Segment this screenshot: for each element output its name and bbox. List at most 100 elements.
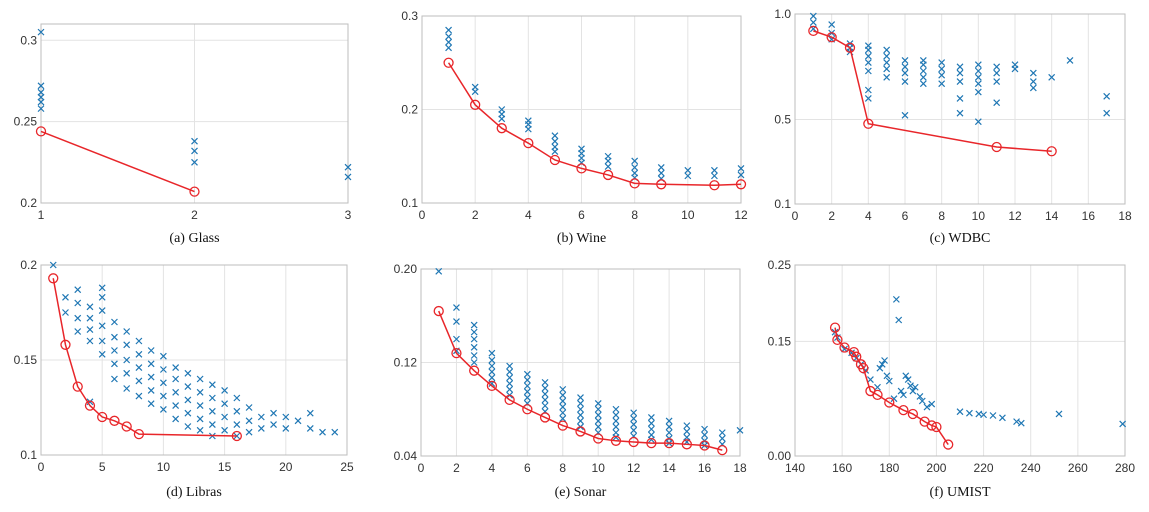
scatter-point	[488, 362, 496, 370]
chart-panel-4: 0 5 10 15 20 25 0.1 0.15 0.2 (d) Libras	[14, 258, 354, 500]
scatter-point	[208, 394, 216, 402]
scatter-point	[221, 386, 229, 394]
scatter-point	[471, 88, 479, 96]
scatter-point	[74, 328, 82, 335]
x-tick-label: 14	[1045, 209, 1059, 223]
scatter-point	[111, 347, 118, 354]
x-tick-label: 0	[792, 209, 799, 223]
scatter-point	[864, 86, 872, 94]
front-point	[539, 412, 551, 423]
front-point	[35, 126, 47, 137]
chart-panel-2: 0 2 4 6 8 10 12 0.1 0.2 0.3 (b) Wine	[401, 9, 748, 246]
front-point	[469, 365, 480, 376]
front-point	[496, 123, 507, 134]
scatter-point	[701, 425, 708, 433]
x-tick-label: 2	[828, 209, 835, 223]
scatter-point	[470, 321, 478, 329]
x-tick-label: 5	[99, 460, 106, 474]
scatter-point	[159, 405, 167, 413]
x-tick-label: 16	[698, 461, 712, 475]
scatter-point	[864, 46, 872, 54]
scatter-point	[897, 387, 905, 395]
scatter-point	[233, 407, 241, 415]
scatter-point	[233, 421, 241, 429]
scatter-point	[184, 396, 192, 404]
front-line	[813, 30, 1052, 152]
front-point	[72, 381, 83, 392]
scatter-point	[974, 67, 982, 75]
x-tick-label: 2	[472, 208, 479, 222]
scatter-point	[809, 12, 817, 20]
scatter-point	[551, 148, 559, 155]
scatter-point	[980, 411, 987, 419]
scatter-point	[453, 335, 460, 343]
front-point	[709, 180, 720, 191]
scatter-point	[470, 328, 478, 336]
scatter-point	[665, 429, 673, 437]
scatter-point	[184, 369, 192, 377]
scatter-point	[900, 391, 907, 399]
scatter-point	[909, 387, 917, 395]
scatter-point	[989, 412, 997, 419]
scatter-point	[956, 63, 964, 71]
scatter-point	[665, 417, 673, 425]
plot-frame	[40, 23, 349, 204]
front-point	[523, 138, 534, 149]
y-tick-label: 0.3	[20, 33, 37, 47]
y-tick-label: 0.2	[401, 103, 418, 117]
scatter-point	[612, 417, 620, 425]
scatter-point	[1055, 410, 1063, 418]
scatter-point	[577, 405, 584, 413]
scatter-point	[196, 415, 204, 423]
scatter-point	[159, 379, 167, 387]
front-point	[133, 428, 145, 440]
front-point	[109, 415, 120, 426]
plot-frame	[421, 15, 742, 204]
x-tick-label: 8	[631, 208, 638, 222]
scatter-point	[918, 397, 926, 405]
scatter-point	[577, 394, 584, 401]
scatter-point	[74, 299, 82, 307]
y-tick-label: 0.15	[14, 353, 38, 367]
front-point	[1046, 146, 1057, 157]
scatter-point	[630, 409, 638, 417]
front-point	[656, 179, 667, 190]
scatter-point	[523, 370, 531, 378]
scatter-point	[718, 429, 726, 437]
scatter-point	[647, 419, 655, 427]
scatter-point	[172, 388, 180, 396]
front-point	[699, 440, 710, 451]
scatter-point	[907, 382, 914, 390]
x-tick-label: 12	[734, 208, 748, 222]
scatter-point	[270, 409, 277, 417]
scatter-point	[631, 164, 639, 171]
front-point	[872, 389, 883, 401]
scatter-point	[1119, 420, 1127, 428]
scatter-point	[123, 385, 131, 392]
scatter-point	[445, 38, 453, 46]
scatter-point	[257, 424, 265, 432]
scatter-point	[524, 125, 532, 133]
scatter-point	[737, 164, 745, 172]
scatter-point	[523, 394, 531, 401]
scatter-point	[470, 335, 478, 343]
scatter-point	[453, 318, 460, 326]
scatter-point	[159, 366, 167, 373]
front-point	[663, 437, 675, 449]
scatter-point	[111, 360, 118, 368]
x-tick-label: 280	[1115, 461, 1135, 475]
scatter-point	[1013, 418, 1020, 426]
scatter-point	[86, 337, 94, 345]
x-tick-label: 4	[525, 208, 532, 222]
front-point	[189, 186, 200, 197]
plot-area	[795, 265, 1125, 456]
scatter-point	[506, 368, 514, 376]
front-point	[97, 411, 108, 423]
x-tick-label: 16	[1082, 209, 1096, 223]
scatter-point	[938, 65, 946, 73]
chart-panel-3: 0 2 4 6 8 10 12 14 16 18 0.1 0.5 1.0 (c) WDBC	[774, 7, 1132, 246]
plot-frame	[420, 268, 741, 457]
scatter-point	[938, 80, 946, 88]
front-point	[943, 439, 954, 450]
scatter-point	[647, 436, 655, 444]
